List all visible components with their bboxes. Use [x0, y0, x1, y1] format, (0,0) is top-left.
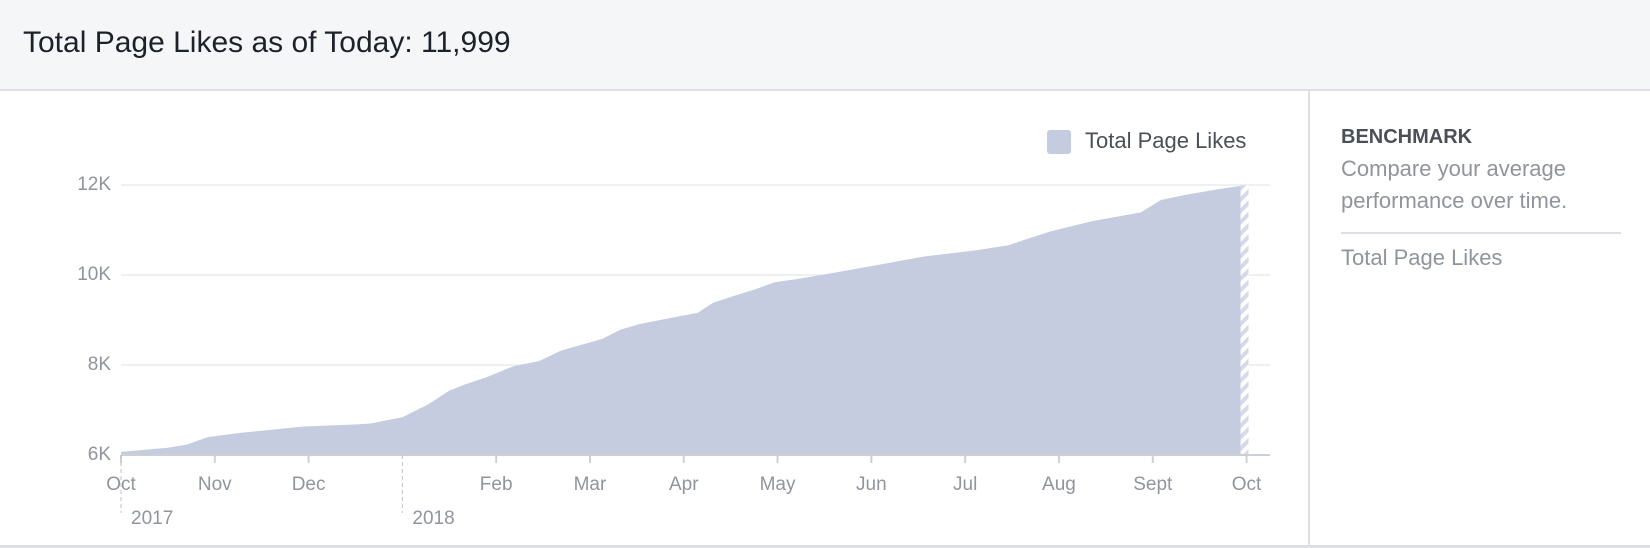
x-tick-label: Feb: [480, 474, 513, 495]
divider: [1341, 232, 1621, 234]
sidebar: BENCHMARK Compare your average performan…: [1308, 91, 1650, 545]
x-tick-label: Apr: [669, 474, 699, 495]
x-tick-label: Sept: [1133, 474, 1173, 495]
x-tick-label: Dec: [292, 474, 326, 495]
y-tick-label: 8K: [88, 354, 112, 375]
header: Total Page Likes as of Today: 11,999: [0, 0, 1650, 91]
sidebar-heading: BENCHMARK: [1341, 126, 1473, 148]
x-tick-label: Jul: [953, 474, 977, 495]
sidebar-text: Compare your average performance over ti…: [1341, 156, 1568, 213]
page-title: Total Page Likes as of Today: 11,999: [23, 26, 511, 59]
y-tick-label: 6K: [88, 444, 112, 465]
x-tick-label: Oct: [1232, 474, 1262, 495]
legend-swatch: [1047, 130, 1071, 154]
sidebar-metric[interactable]: Total Page Likes: [1341, 245, 1503, 270]
chart: 6K 8K 10K 12K Total Page Likes Oct Nov Dec Feb Ma…: [77, 128, 1270, 529]
y-tick-label: 10K: [77, 264, 111, 285]
year-label: 2018: [412, 508, 454, 529]
partial-period: [1240, 185, 1249, 456]
legend-label: Total Page Likes: [1085, 128, 1246, 153]
x-tick-label: Mar: [574, 474, 607, 495]
year-label: 2017: [131, 508, 173, 529]
x-tick-label: May: [760, 474, 796, 495]
y-tick-label: 12K: [77, 174, 111, 195]
bottom-border: [0, 545, 1650, 548]
x-tick-label: Jun: [856, 474, 887, 495]
x-tick-label: Aug: [1042, 474, 1076, 495]
area: [121, 185, 1247, 456]
x-tick-label: Nov: [198, 474, 232, 495]
